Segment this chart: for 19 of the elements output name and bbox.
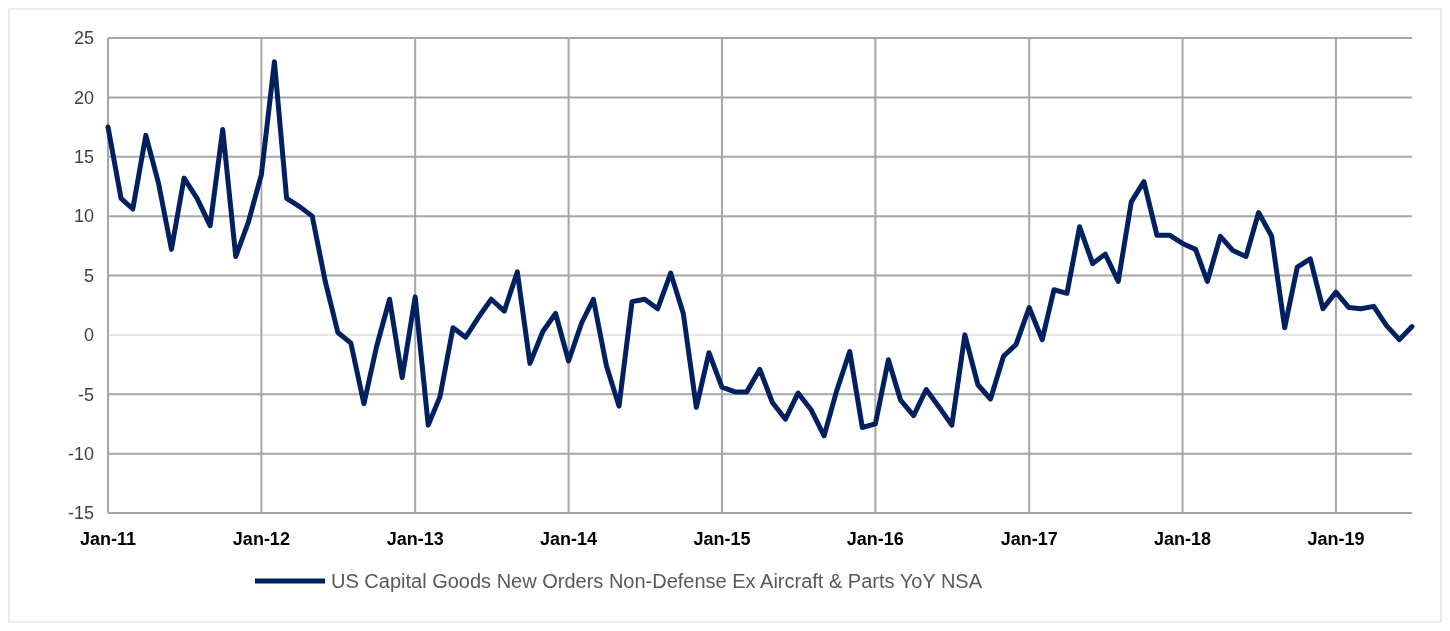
x-tick-label: Jan-11: [79, 529, 137, 549]
legend-label: US Capital Goods New Orders Non-Defense Ex Aircraft & Parts YoY NSA: [331, 570, 983, 592]
y-tick-label: 20: [73, 87, 94, 108]
y-tick-label: 15: [73, 147, 94, 168]
y-tick-label: -15: [67, 503, 94, 524]
y-tick-label: 5: [83, 265, 94, 286]
x-tick-label: Jan-18: [1154, 529, 1212, 549]
x-tick-label: Jan-13: [386, 529, 444, 549]
y-tick-label: 25: [73, 28, 94, 49]
x-tick-label: Jan-14: [540, 529, 598, 549]
y-tick-label: -10: [67, 443, 94, 464]
x-tick-label: Jan-17: [1000, 529, 1058, 549]
x-tick-label: Jan-12: [232, 529, 290, 549]
y-tick-label: 10: [73, 206, 94, 227]
y-tick-label: -5: [77, 384, 94, 405]
x-tick-label: Jan-19: [1307, 529, 1365, 549]
x-tick-label: Jan-16: [846, 529, 904, 549]
y-tick-label: 0: [83, 325, 94, 346]
x-tick-label: Jan-15: [693, 529, 751, 549]
